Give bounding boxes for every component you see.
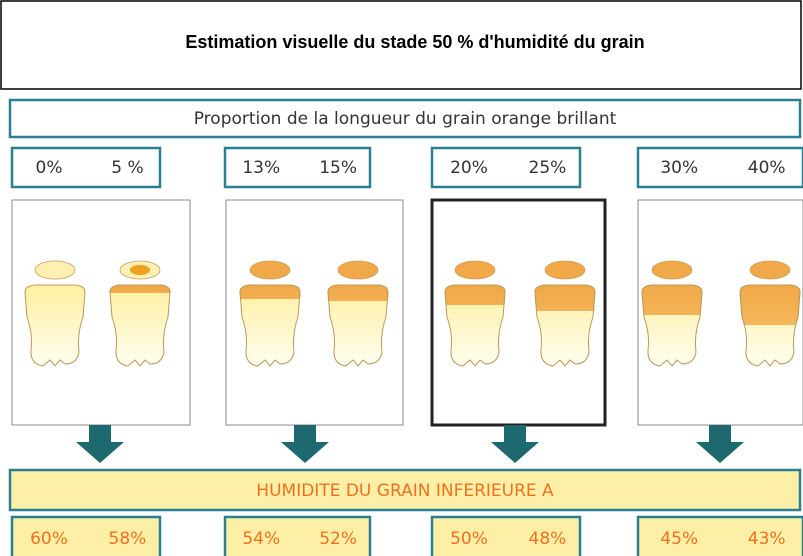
grain — [25, 285, 85, 366]
grain-tip — [652, 261, 692, 279]
grain — [740, 285, 800, 366]
humidity-value: 54% — [242, 529, 280, 549]
humidity-value: 58% — [109, 529, 147, 549]
grain-tip — [455, 261, 495, 279]
diagram: Estimation visuelle du stade 50 % d'humi… — [0, 0, 803, 556]
proportion-value: 30% — [660, 158, 698, 178]
proportion-value: 5 % — [111, 158, 143, 178]
grain — [642, 285, 702, 366]
proportion-value: 40% — [748, 158, 786, 178]
humidity-label: HUMIDITE DU GRAIN INFERIEURE A — [256, 481, 554, 501]
proportion-value: 13% — [242, 158, 280, 178]
grain-body — [25, 285, 85, 366]
humidity-value: 50% — [450, 529, 488, 549]
grain — [535, 285, 595, 366]
down-arrow — [696, 425, 744, 463]
grain — [110, 285, 170, 366]
humidity-value: 48% — [529, 529, 567, 549]
grain-tip — [750, 261, 790, 279]
humidity-value: 45% — [660, 529, 698, 549]
grain — [328, 285, 388, 366]
down-arrow — [76, 425, 124, 463]
down-arrow — [491, 425, 539, 463]
title: Estimation visuelle du stade 50 % d'humi… — [185, 32, 644, 52]
proportion-value: 20% — [450, 158, 488, 178]
grain-tip — [338, 261, 378, 279]
grain-body — [110, 285, 170, 366]
grain — [445, 285, 505, 366]
proportion-value: 25% — [529, 158, 567, 178]
humidity-value: 43% — [748, 529, 786, 549]
grain-tip — [250, 261, 290, 279]
grain-tip — [545, 261, 585, 279]
humidity-value: 52% — [319, 529, 357, 549]
proportion-value: 15% — [319, 158, 357, 178]
grain-tip-core — [130, 265, 150, 275]
down-arrow — [281, 425, 329, 463]
grain — [240, 285, 300, 366]
proportion-label: Proportion de la longueur du grain orang… — [194, 109, 617, 129]
proportion-value: 0% — [36, 158, 63, 178]
grain-tip — [35, 261, 75, 279]
humidity-value: 60% — [30, 529, 68, 549]
